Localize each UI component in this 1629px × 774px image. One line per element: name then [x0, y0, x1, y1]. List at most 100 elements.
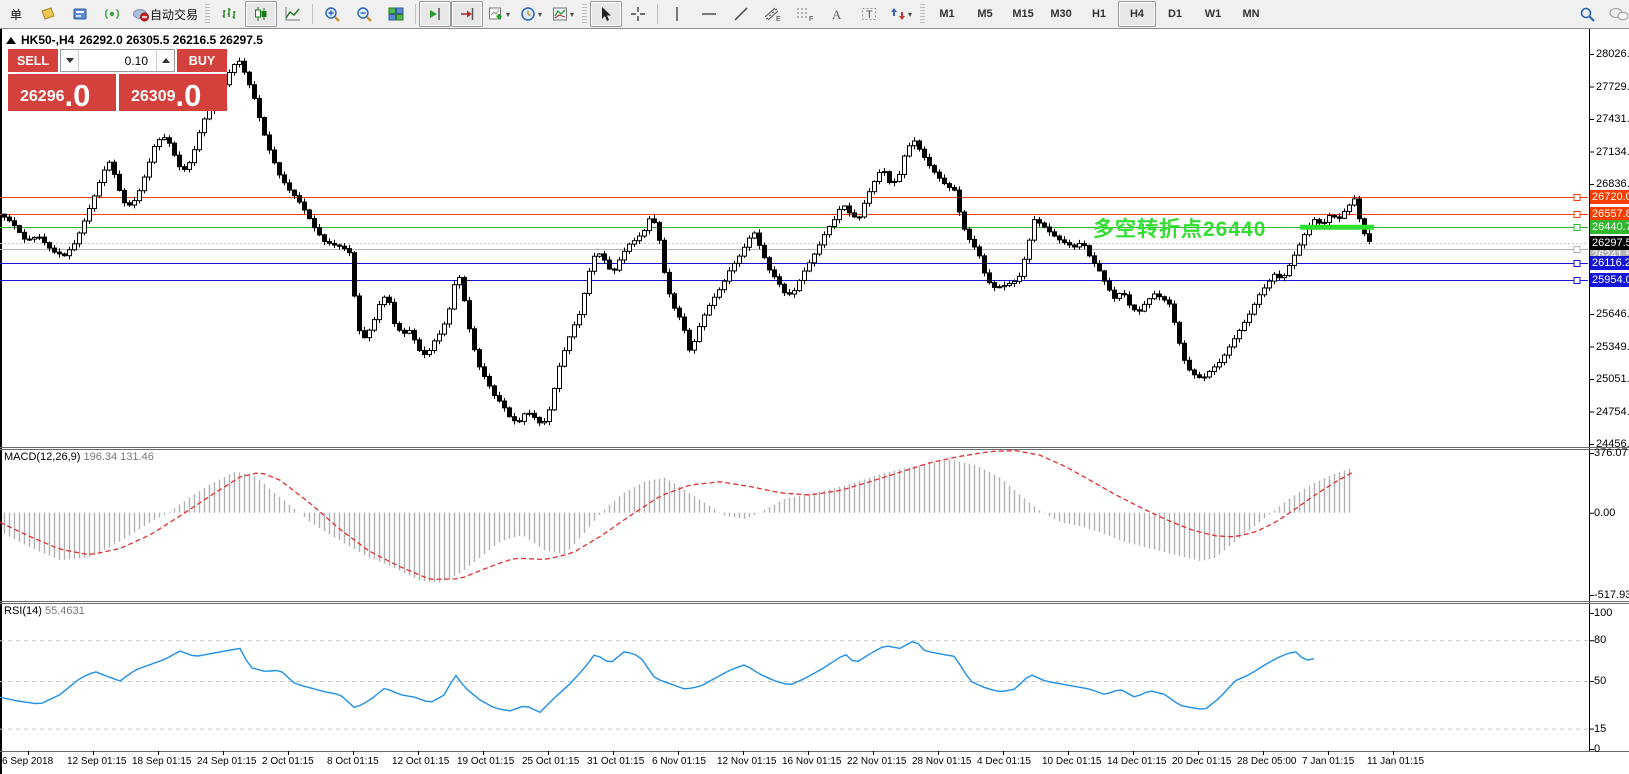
horizontal-line-button[interactable]	[693, 1, 725, 27]
macd-axis-tick: 0.00	[1594, 506, 1616, 519]
tf-h1-button[interactable]: H1	[1091, 8, 1107, 20]
candle	[757, 232, 762, 246]
broadcast-icon[interactable]	[96, 1, 128, 27]
trendline-button[interactable]	[725, 1, 757, 27]
autotrading-icon	[132, 6, 150, 22]
volume-input[interactable]: 0.10	[124, 53, 148, 68]
candle	[542, 420, 547, 424]
market-watch-icon[interactable]	[64, 1, 96, 27]
candle	[672, 293, 677, 309]
bar-chart-button[interactable]	[213, 1, 245, 27]
candle	[802, 270, 807, 281]
tf-m5-button[interactable]: M5	[977, 8, 993, 20]
indicators-button[interactable]: ▾	[547, 1, 579, 27]
candle	[987, 272, 992, 284]
candle	[1182, 342, 1187, 361]
cursor-button[interactable]	[590, 1, 623, 27]
auto-scroll-button[interactable]	[419, 1, 452, 27]
text-button[interactable]: A	[821, 1, 853, 27]
profiles-button[interactable]: ▾	[515, 1, 547, 27]
autotrading-button[interactable]: 自动交易	[128, 1, 202, 27]
text-label-button[interactable]: T	[853, 1, 885, 27]
line-chart-button[interactable]	[277, 1, 309, 27]
candle	[232, 64, 237, 73]
buy-price-panel[interactable]: 26309 .0	[119, 74, 227, 111]
tf-m15-button[interactable]: M15	[1012, 8, 1034, 20]
zoom-out-button[interactable]	[348, 1, 380, 27]
buy-button[interactable]: BUY	[177, 49, 227, 72]
chart-shift-button[interactable]	[451, 1, 484, 27]
candle	[1047, 226, 1052, 233]
tf-h4-button[interactable]: H4	[1118, 1, 1157, 27]
arrows-button[interactable]: ▾	[885, 1, 917, 27]
line-handle[interactable]	[1573, 211, 1581, 218]
line-handle[interactable]	[1573, 277, 1581, 284]
volume-increase-button[interactable]	[156, 50, 174, 71]
volume-decrease-button[interactable]	[61, 50, 79, 71]
chart-annotation-text[interactable]: 多空转折点26440	[1093, 218, 1267, 241]
candle	[977, 246, 982, 257]
tf-m30-button[interactable]: M30	[1050, 8, 1072, 20]
vertical-line-button[interactable]	[661, 1, 693, 27]
ohlc-values: 26292.0 26305.5 26216.5 26297.5	[79, 33, 263, 47]
order-note-icon[interactable]	[32, 1, 64, 27]
line-handle[interactable]	[1573, 194, 1581, 201]
time-axis-label: 10 Dec 01:15	[1042, 756, 1102, 767]
candle	[1292, 254, 1297, 266]
candle	[1357, 198, 1362, 220]
sell-price-panel[interactable]: 26296 .0	[8, 74, 116, 111]
candle	[342, 245, 347, 250]
time-axis-label: 18 Sep 01:15	[132, 756, 192, 767]
candle	[1017, 275, 1022, 282]
candle	[882, 171, 887, 174]
candle	[272, 149, 277, 164]
rsi-name: RSI(14)	[4, 605, 42, 617]
collapse-chart-icon[interactable]	[6, 36, 16, 44]
tile-windows-button[interactable]	[380, 1, 412, 27]
candle	[512, 416, 517, 422]
candle	[1232, 338, 1237, 348]
time-axis-label: 12 Nov 01:15	[717, 756, 777, 767]
search-button[interactable]	[1571, 1, 1603, 27]
tf-mn-button[interactable]: MN	[1242, 8, 1260, 20]
candle	[917, 140, 922, 150]
zoom-in-button[interactable]	[316, 1, 348, 27]
new-order-button[interactable]: 单	[0, 1, 32, 27]
time-axis-label: 16 Nov 01:15	[782, 756, 842, 767]
candle	[1322, 221, 1327, 224]
candle	[507, 407, 512, 418]
candle	[502, 400, 507, 409]
trend-segment[interactable]	[1300, 224, 1374, 230]
line-handle[interactable]	[1573, 224, 1581, 231]
tf-d1-button[interactable]: D1	[1167, 8, 1183, 20]
chat-button[interactable]	[1603, 1, 1629, 27]
tf-w1-button[interactable]: W1	[1204, 8, 1222, 20]
candle	[937, 171, 942, 179]
new-chart-button[interactable]: ▾	[483, 1, 515, 27]
autotrading-label: 自动交易	[150, 7, 199, 22]
crosshair-button[interactable]	[622, 1, 654, 27]
candle	[1227, 346, 1232, 356]
price-line-label: 26440.7	[1590, 220, 1629, 235]
candlestick-chart-button[interactable]	[245, 1, 278, 27]
toolbar-grip[interactable]	[920, 4, 926, 24]
candle	[2, 213, 7, 218]
tf-m1-button[interactable]: M1	[939, 8, 955, 20]
fibonacci-button[interactable]: F	[789, 1, 821, 27]
equidistant-channel-button[interactable]: E	[757, 1, 789, 27]
toolbar-grip[interactable]	[205, 4, 211, 24]
candle	[997, 286, 1002, 289]
line-handle[interactable]	[1573, 246, 1581, 253]
candle	[402, 329, 407, 334]
candle	[492, 385, 497, 397]
line-handle[interactable]	[1573, 260, 1581, 267]
candle	[1272, 273, 1277, 282]
toolbar-grip[interactable]	[582, 4, 588, 24]
price-axis-tick: 27134.0	[1596, 145, 1629, 158]
sell-button[interactable]: SELL	[8, 49, 58, 72]
dropdown-caret: ▾	[570, 9, 575, 19]
candle	[237, 60, 242, 66]
candle	[332, 242, 337, 246]
candle	[677, 307, 682, 318]
macd-indicator-label: MACD(12,26,9) 196.34 131.46	[4, 451, 154, 463]
